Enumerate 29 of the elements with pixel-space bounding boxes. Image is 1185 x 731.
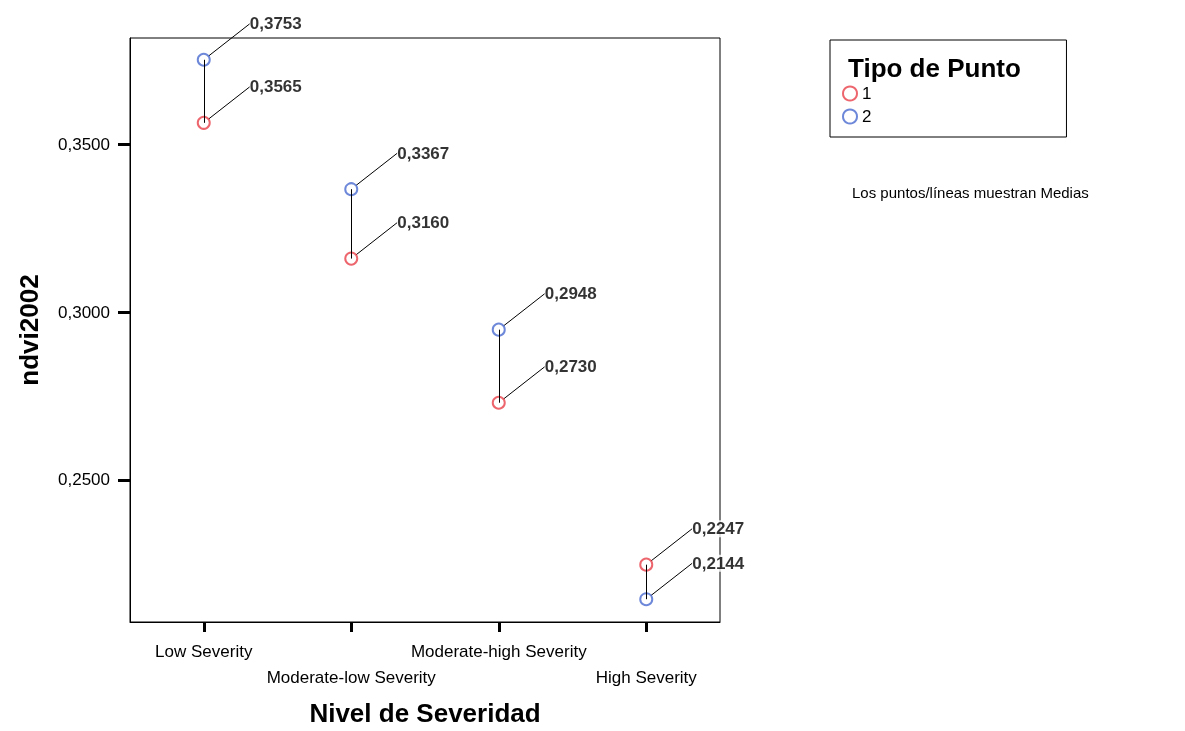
data-label: 0,2730 xyxy=(544,357,597,377)
text: Los puntos/líneas muestran Medias xyxy=(852,184,1089,201)
y-tick-label: 0,3000 xyxy=(58,302,110,322)
point xyxy=(196,115,211,130)
y-tick-label: 0,3500 xyxy=(58,135,110,155)
data-label: 0,3565 xyxy=(249,77,302,97)
legend-label: 2 xyxy=(862,107,872,126)
x-tick-label: High Severity xyxy=(595,667,698,687)
data-label: 0,3367 xyxy=(397,143,450,163)
x-tick-label: Moderate-low Severity xyxy=(266,667,437,687)
y-tick-label: 0,2500 xyxy=(58,470,110,490)
x-tick-label: Low Severity xyxy=(155,641,253,661)
data-label: 0,2247 xyxy=(692,519,745,539)
x-axis-title: Nivel de Severidad xyxy=(309,698,541,728)
point xyxy=(344,251,359,266)
point xyxy=(196,52,211,67)
point xyxy=(639,557,654,572)
point xyxy=(344,182,359,197)
x-tick-label: Moderate-high Severity xyxy=(410,641,588,661)
point xyxy=(491,322,506,337)
data-label: 0,2144 xyxy=(692,553,745,573)
legend-title: Tipo de Punto xyxy=(848,53,1021,83)
data-label: 0,3753 xyxy=(249,14,302,34)
y-axis-title: ndvi2002 xyxy=(14,274,44,386)
point xyxy=(639,592,654,607)
legend-label: 1 xyxy=(862,84,872,103)
point xyxy=(491,395,506,410)
data-label: 0,3160 xyxy=(397,213,450,233)
data-label: 0,2948 xyxy=(544,284,597,304)
